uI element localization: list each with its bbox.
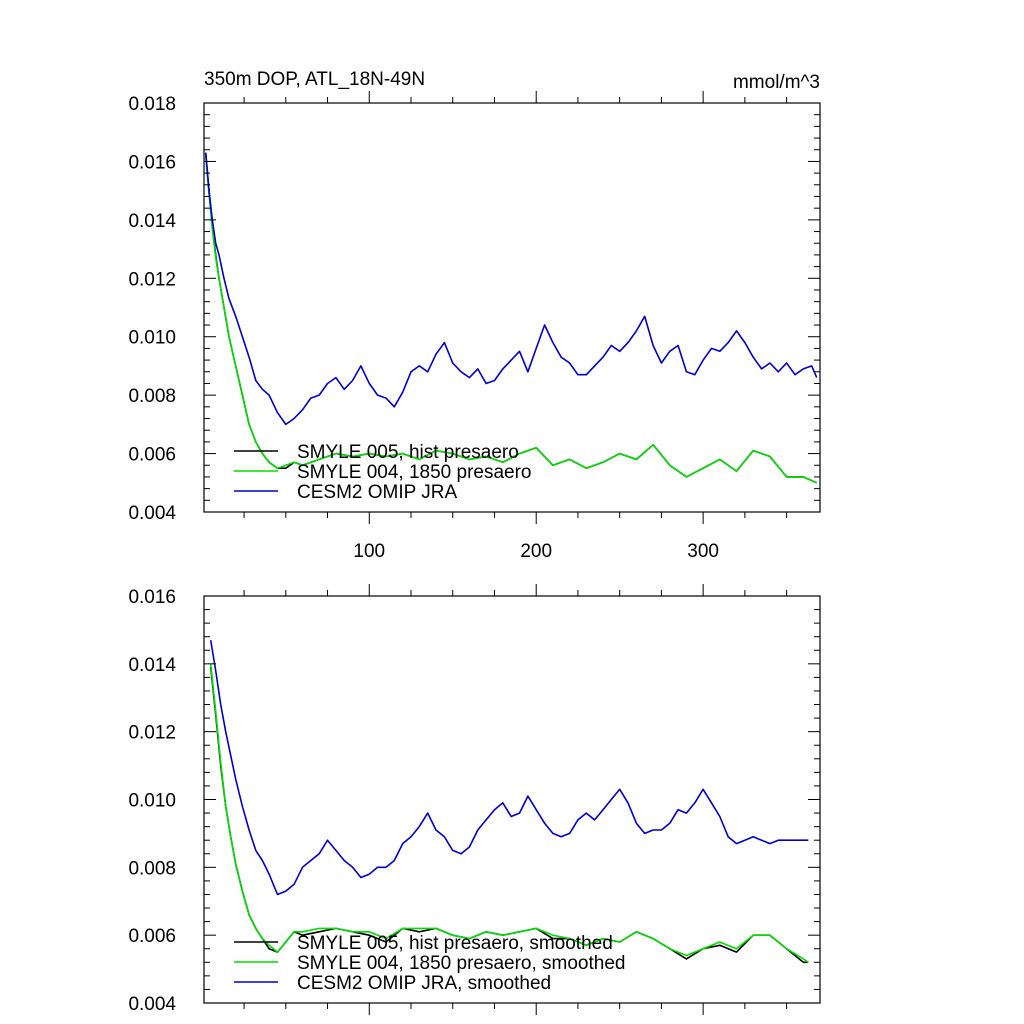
legend-label: SMYLE 005, hist presaero, smoothed <box>297 933 613 954</box>
y-tick-label: 0.014 <box>128 655 176 676</box>
y-tick-label: 0.004 <box>128 994 176 1015</box>
y-tick-label: 0.006 <box>128 926 176 947</box>
y-tick-label: 0.016 <box>128 152 176 173</box>
units-label: mmol/m^3 <box>733 72 820 93</box>
legend-label: SMYLE 004, 1850 presaero, smoothed <box>297 953 625 974</box>
series-line-2 <box>209 663 809 963</box>
legend-label: CESM2 OMIP JRA <box>297 482 457 503</box>
y-tick-label: 0.008 <box>128 858 176 879</box>
y-tick-label: 0.010 <box>128 328 176 349</box>
series-line-3 <box>209 639 809 896</box>
series-line-1 <box>204 152 818 484</box>
x-tick-label: 300 <box>687 541 719 562</box>
series-line-3 <box>204 152 818 426</box>
x-tick-label: 100 <box>353 541 385 562</box>
y-tick-label: 0.012 <box>128 723 176 744</box>
y-tick-label: 0.006 <box>128 445 176 466</box>
y-tick-label: 0.012 <box>128 269 176 290</box>
y-tick-label: 0.018 <box>128 94 176 115</box>
panel-top: 0.004 0.006 0.008 0.010 0.012 0.014 0.016 0.018… <box>128 69 821 562</box>
y-tick-label: 0.010 <box>128 791 176 812</box>
legend-label: SMYLE 004, 1850 presaero <box>297 462 532 483</box>
legend-label: SMYLE 005, hist presaero <box>297 442 519 463</box>
plot-frame <box>203 102 821 513</box>
y-tick-label: 0.014 <box>128 211 176 232</box>
chart-title: 350m DOP, ATL_18N-49N <box>204 69 425 90</box>
y-tick-label: 0.016 <box>128 587 176 608</box>
y-tick-label: 0.008 <box>128 386 176 407</box>
series-line-2 <box>204 155 818 484</box>
legend-label: CESM2 OMIP JRA, smoothed <box>297 973 551 994</box>
x-tick-label: 200 <box>520 541 552 562</box>
panel-bottom: 0.004 0.006 0.008 0.010 0.012 0.014 0.016 SMYLE… <box>128 584 821 1015</box>
y-tick-label: 0.004 <box>128 503 176 524</box>
